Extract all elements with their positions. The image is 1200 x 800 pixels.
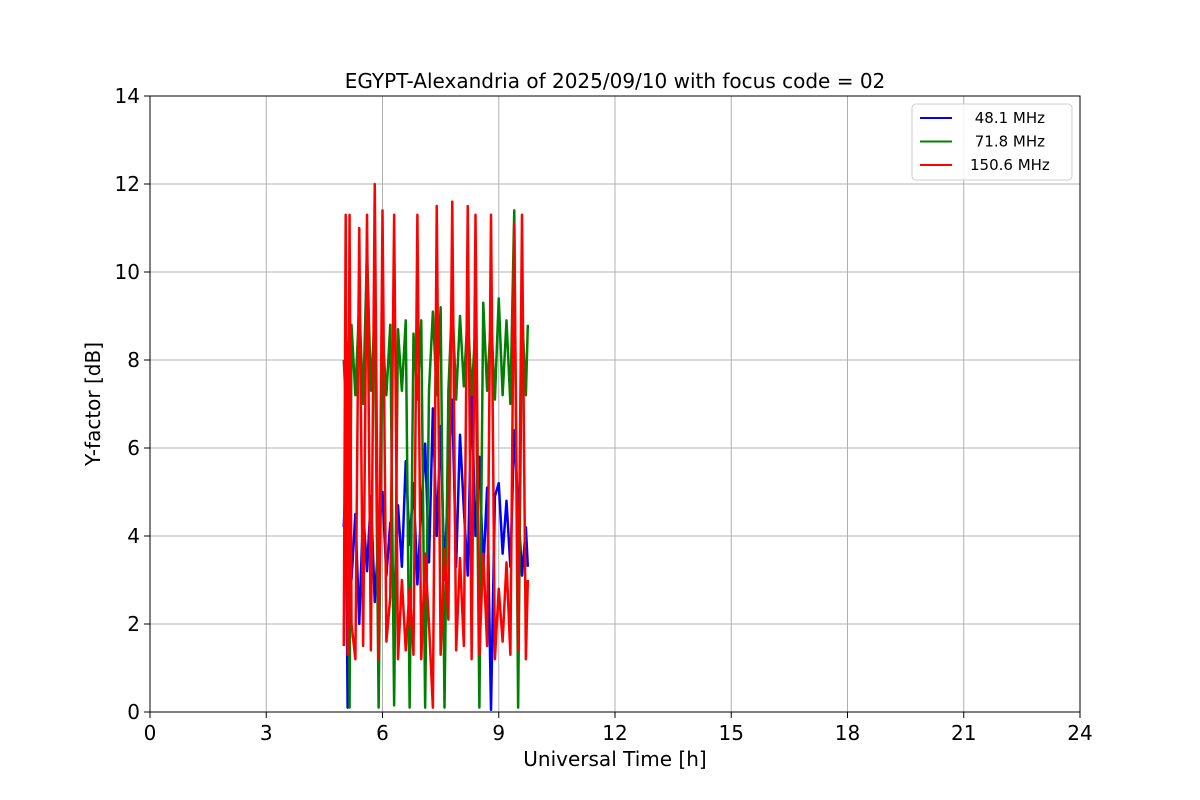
y-tick-label: 4 xyxy=(127,524,140,548)
y-tick-label: 14 xyxy=(115,84,140,108)
x-tick-label: 21 xyxy=(951,721,976,745)
y-tick-label: 0 xyxy=(127,700,140,724)
chart-title: EGYPT-Alexandria of 2025/09/10 with focu… xyxy=(345,69,886,93)
x-tick-label: 12 xyxy=(602,721,627,745)
legend-label: 150.6 MHz xyxy=(970,156,1050,174)
y-tick-label: 10 xyxy=(115,260,140,284)
x-tick-label: 18 xyxy=(835,721,860,745)
series-line-150-6-mhz xyxy=(342,182,530,709)
x-tick-label: 3 xyxy=(260,721,273,745)
legend-box xyxy=(911,103,1073,181)
series-layer xyxy=(342,182,530,712)
y-axis-label: Y-factor [dB] xyxy=(81,342,105,467)
x-tick-label: 15 xyxy=(719,721,744,745)
y-tick-label: 8 xyxy=(127,348,140,372)
x-axis-label: Universal Time [h] xyxy=(523,747,706,771)
legend-label: 48.1 MHz xyxy=(970,109,1045,127)
y-tick-label: 6 xyxy=(127,436,140,460)
x-tick-label: 6 xyxy=(376,721,389,745)
x-tick-label: 0 xyxy=(144,721,157,745)
x-tick-label: 9 xyxy=(492,721,505,745)
y-tick-label: 2 xyxy=(127,612,140,636)
series-line-48-1-mhz xyxy=(342,389,530,712)
legend-label: 71.8 MHz xyxy=(970,133,1045,151)
x-tick-label: 24 xyxy=(1067,721,1092,745)
y-tick-label: 12 xyxy=(115,172,140,196)
legend: 48.1 MHz 71.8 MHz 150.6 MHz xyxy=(911,103,1073,181)
